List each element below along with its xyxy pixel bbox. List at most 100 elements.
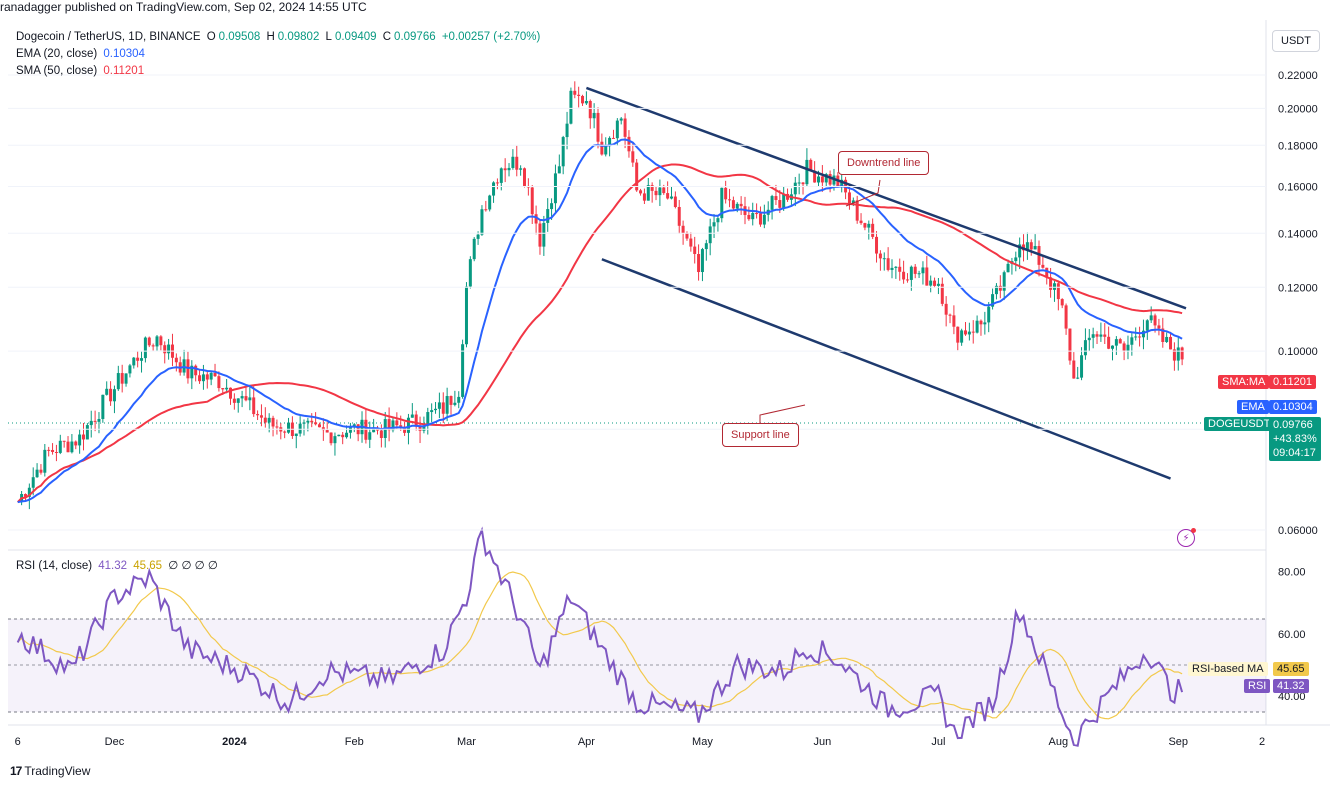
candle-body (623, 118, 627, 137)
candle-body (499, 168, 503, 183)
candle-body (917, 273, 921, 275)
candle-body (62, 440, 66, 442)
candle-body (1060, 299, 1064, 306)
price-tick-label: 0.16000 (1278, 182, 1318, 194)
candle-body (495, 182, 499, 184)
tradingview-logo-text: TradingView (24, 764, 91, 778)
candle-body (480, 209, 484, 235)
candle-body (155, 336, 159, 347)
rsi-label[interactable]: RSI (14, close) (16, 560, 93, 572)
rsi-tick-label: 60.00 (1278, 629, 1306, 641)
candle-body (809, 159, 813, 171)
candle-body (639, 190, 643, 194)
candle-body (464, 286, 468, 345)
candle-body (979, 320, 983, 325)
candle-body (654, 190, 658, 196)
candle-body (662, 187, 666, 194)
candle-body (1122, 343, 1126, 351)
candle-body (321, 427, 325, 431)
candle-body (600, 141, 604, 155)
candle-body (735, 203, 739, 209)
legend-sma[interactable]: SMA (50, close) 0.11201 (16, 65, 147, 77)
time-tick-label: Feb (345, 736, 364, 748)
time-tick-label: Sep (1168, 736, 1188, 748)
candle-body (116, 373, 120, 390)
candle-body (205, 374, 209, 380)
candle-body (399, 425, 403, 427)
candle-body (147, 337, 151, 346)
candle-body (940, 283, 944, 304)
legend-rsi[interactable]: RSI (14, close) 41.32 45.65 ∅ ∅ ∅ ∅ (16, 558, 221, 572)
tradingview-logo[interactable]: 17 TradingView (10, 764, 90, 778)
rsi-value: 41.32 (98, 560, 128, 572)
ema-value: 0.10304 (103, 48, 145, 60)
legend-ohlc[interactable]: Dogecoin / TetherUS, 1D, BINANCE O 0.0950… (16, 31, 543, 43)
flash-icon[interactable]: ⚡ (1177, 529, 1195, 547)
candle-body (801, 182, 805, 185)
candle-body (905, 279, 909, 281)
candle-body (1068, 328, 1072, 361)
open-label: O (206, 31, 216, 43)
time-axis[interactable]: 6 Dec 2024 Feb Mar Apr May Jun Jul Aug Sep 2 (15, 736, 1265, 748)
symbol-title[interactable]: Dogecoin / TetherUS, 1D, BINANCE (16, 31, 201, 43)
candle-body (933, 280, 937, 286)
rsi-tag-label: RSI (1244, 679, 1271, 693)
candle-body (929, 280, 933, 286)
candle-body (983, 322, 987, 325)
candle-body (855, 200, 859, 221)
candle-body (1091, 334, 1095, 338)
candle-body (670, 196, 673, 199)
candle-body (538, 223, 542, 247)
candle-body (921, 267, 925, 274)
sma-label[interactable]: SMA (50, close) (16, 65, 98, 77)
downtrend-annotation[interactable]: Downtrend line (838, 151, 930, 175)
candle-body (298, 423, 302, 434)
support-line (601, 258, 1171, 480)
ema-tag-label: EMA (1237, 400, 1269, 414)
candle-body (936, 283, 940, 286)
candle-body (1130, 337, 1134, 345)
candle-body (584, 100, 588, 104)
downtrend-pointer (845, 179, 881, 207)
time-tick-label: Aug (1049, 736, 1069, 748)
candle-body (51, 449, 55, 452)
candle-body (256, 414, 260, 416)
legend-ema[interactable]: EMA (20, close) 0.10304 (16, 48, 148, 60)
candle-body (194, 365, 198, 376)
rsi-tick-label: 40.00 (1278, 691, 1306, 703)
support-annotation[interactable]: Support line (722, 423, 799, 447)
candle-body (263, 417, 267, 423)
candle-body (569, 90, 573, 124)
rsi-ma-line (17, 571, 1183, 720)
currency-button[interactable]: USDT (1272, 30, 1320, 52)
candle-body (120, 373, 124, 384)
candle-body (542, 222, 546, 247)
candle-body (851, 200, 855, 204)
candle-body (546, 209, 550, 223)
candle-body (882, 258, 886, 260)
candle-body (434, 408, 438, 411)
candle-body (1018, 244, 1022, 258)
candle-body (782, 193, 786, 208)
candle-body (762, 214, 766, 225)
candle-body (677, 206, 681, 226)
sma-value: 0.11201 (103, 65, 145, 77)
candle-body (43, 449, 47, 473)
candle-body (1072, 360, 1076, 379)
candle-body (372, 427, 376, 433)
candle-body (890, 267, 894, 270)
candle-body (805, 159, 809, 185)
candle-body (391, 420, 395, 431)
candle-body (731, 200, 735, 209)
candle-body (1134, 336, 1138, 338)
candle-body (615, 120, 619, 139)
candle-body (1165, 336, 1169, 342)
candle-body (23, 494, 27, 497)
price-axis[interactable]: 0.22000 0.20000 0.18000 0.16000 0.14000 0.120… (8, 70, 1318, 537)
candle-body (140, 358, 144, 361)
candle-body (1149, 315, 1153, 321)
ema-label[interactable]: EMA (20, close) (16, 48, 98, 60)
candle-body (468, 259, 472, 287)
candle-body (712, 222, 716, 227)
